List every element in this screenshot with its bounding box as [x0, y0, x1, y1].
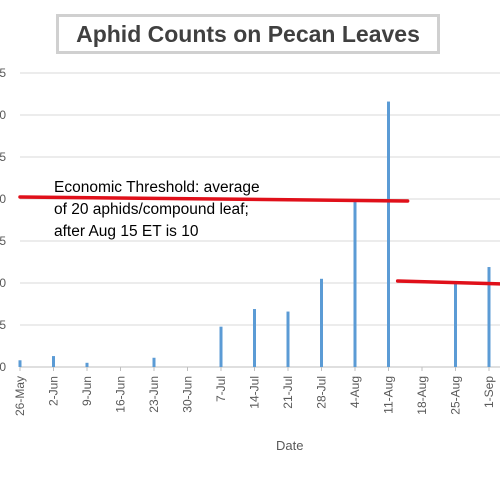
bar-2-Jun: [52, 356, 55, 367]
x-tick-label: 21-Jul: [281, 376, 295, 409]
x-axis-ticks: 26-May 2-Jun 9-Jun 16-Jun 23-Jun 30-Jun 7-Jul 1…: [13, 367, 496, 416]
bar-7-Jul: [219, 326, 223, 367]
bar-14-Jul: [253, 309, 256, 367]
bar-28-Jul: [320, 278, 323, 367]
bar-23-Jun: [152, 357, 156, 367]
x-tick-label: 23-Jun: [147, 376, 161, 413]
y-tick-label: 25: [0, 150, 6, 164]
chart-title: Aphid Counts on Pecan Leaves: [76, 20, 420, 47]
bar-series: [18, 101, 491, 367]
threshold-line-20: [18, 195, 410, 203]
x-tick-label: 4-Aug: [348, 376, 362, 408]
bar-21-Jul: [286, 311, 290, 367]
x-tick-label: 30-Jun: [181, 376, 195, 413]
threshold-lines: [18, 195, 500, 286]
y-axis-ticks: 0 5 10 15 20 25 30 35: [0, 66, 6, 374]
threshold-annotation: Economic Threshold: average of 20 aphids…: [54, 177, 324, 243]
annotation-line-2: of 20 aphids/compound leaf;: [54, 201, 249, 218]
y-tick-label: 5: [0, 318, 6, 332]
y-tick-label: 35: [0, 66, 6, 80]
x-tick-label: 1-Sep: [482, 376, 496, 408]
bar-11-Aug: [387, 101, 390, 367]
y-tick-label: 20: [0, 192, 6, 206]
x-tick-label: 9-Jun: [80, 376, 94, 406]
x-tick-label: 11-Aug: [382, 376, 396, 414]
x-tick-label: 25-Aug: [449, 376, 463, 415]
chart-title-box: Aphid Counts on Pecan Leaves: [56, 14, 440, 54]
x-tick-label: 14-Jul: [248, 376, 262, 409]
x-tick-label: 7-Jul: [214, 376, 228, 402]
bar-26-May: [18, 360, 22, 367]
x-tick-label: 16-Jun: [114, 376, 128, 413]
x-tick-label: 2-Jun: [47, 376, 61, 406]
annotation-line-1: Economic Threshold: average: [54, 179, 260, 196]
x-tick-label: 28-Jul: [315, 376, 329, 409]
bar-9-Jun: [85, 362, 89, 367]
threshold-line-10: [395, 279, 500, 286]
y-tick-label: 15: [0, 234, 6, 248]
x-axis-label: Date: [276, 438, 304, 453]
bar-25-Aug: [454, 283, 457, 367]
y-tick-label: 0: [0, 360, 6, 374]
bar-4-Aug: [353, 200, 357, 367]
x-tick-label: 18-Aug: [415, 376, 429, 415]
y-tick-label: 30: [0, 108, 6, 122]
annotation-line-3: after Aug 15 ET is 10: [54, 223, 199, 240]
bar-1-Sep: [487, 267, 491, 367]
y-tick-label: 10: [0, 276, 6, 290]
x-tick-label: 26-May: [13, 376, 27, 416]
